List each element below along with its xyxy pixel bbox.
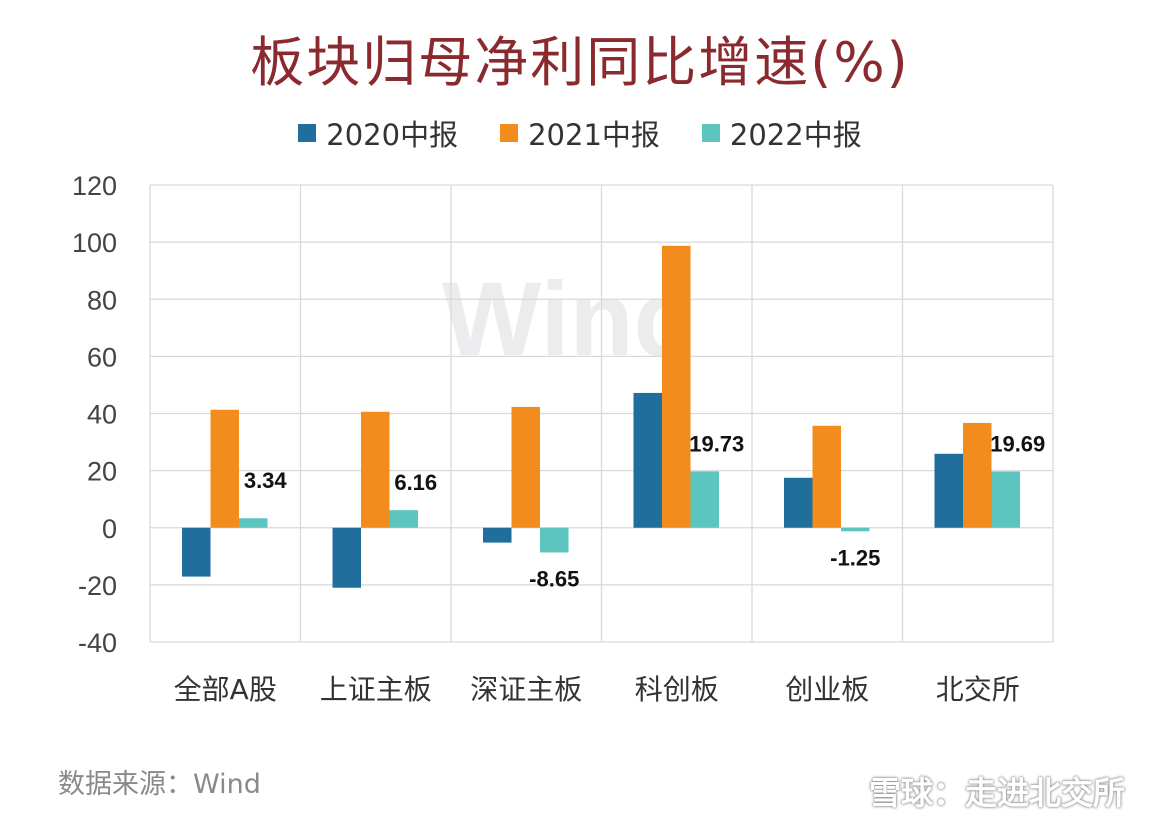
y-tick-label: 40 — [87, 400, 117, 430]
bar-2020中报 — [182, 527, 211, 577]
legend-item-2020: 2020中报 — [298, 112, 458, 154]
bar-2022中报 — [389, 510, 418, 528]
bar-2020中报 — [633, 392, 662, 528]
data-label: 6.16 — [394, 470, 437, 495]
y-tick-label: 60 — [87, 342, 117, 372]
bar-2022中报 — [239, 518, 268, 528]
bar-2022中报 — [690, 471, 719, 528]
legend-label: 2022中报 — [729, 118, 862, 152]
data-label: -1.25 — [830, 545, 880, 570]
legend-swatch — [701, 124, 720, 142]
x-tick-label: 上证主板 — [320, 673, 432, 706]
legend-item-2022: 2022中报 — [701, 112, 862, 154]
data-label: 3.34 — [244, 468, 288, 493]
wind-watermark-logo: Wind — [442, 261, 698, 378]
legend: 2020中报 2021中报 2022中报 — [0, 112, 1160, 154]
bar-2022中报 — [540, 527, 569, 553]
y-tick-label: 100 — [72, 228, 117, 258]
bar-2022中报 — [841, 527, 870, 532]
legend-label: 2020中报 — [326, 118, 459, 152]
bar-2022中报 — [991, 471, 1020, 528]
y-tick-label: -40 — [78, 628, 117, 658]
legend-swatch — [298, 124, 317, 142]
data-label: 19.73 — [689, 431, 744, 456]
x-tick-label: 全部A股 — [174, 673, 277, 706]
bar-2020中报 — [784, 477, 813, 528]
data-label: -8.65 — [529, 566, 579, 591]
x-tick-label: 北交所 — [936, 673, 1020, 706]
bar-2020中报 — [483, 527, 512, 543]
data-label: 19.69 — [990, 432, 1045, 457]
x-tick-label: 深证主板 — [470, 673, 582, 706]
y-tick-label: 20 — [87, 457, 117, 487]
chart-title: 板块归母净利同比增速(%) — [250, 31, 910, 94]
legend-swatch — [500, 124, 519, 142]
legend-item-2021: 2021中报 — [500, 112, 660, 154]
bar-2021中报 — [210, 409, 239, 528]
bar-2021中报 — [662, 245, 691, 528]
x-tick-label: 科创板 — [635, 673, 719, 706]
bar-2021中报 — [361, 411, 390, 528]
legend-label: 2021中报 — [528, 118, 660, 152]
y-tick-label: 120 — [72, 171, 117, 201]
bar-2020中报 — [934, 453, 963, 528]
y-tick-label: -20 — [78, 571, 117, 601]
bar-2020中报 — [332, 527, 361, 588]
xueqiu-watermark: 雪球：走进北交所 — [868, 774, 1125, 812]
data-source: 数据来源：Wind — [58, 769, 261, 800]
bar-2021中报 — [963, 422, 992, 528]
bar-2021中报 — [812, 425, 841, 528]
x-tick-label: 创业板 — [785, 673, 869, 706]
y-tick-label: 0 — [102, 514, 117, 544]
y-tick-label: 80 — [87, 285, 117, 315]
bar-2021中报 — [511, 406, 540, 528]
